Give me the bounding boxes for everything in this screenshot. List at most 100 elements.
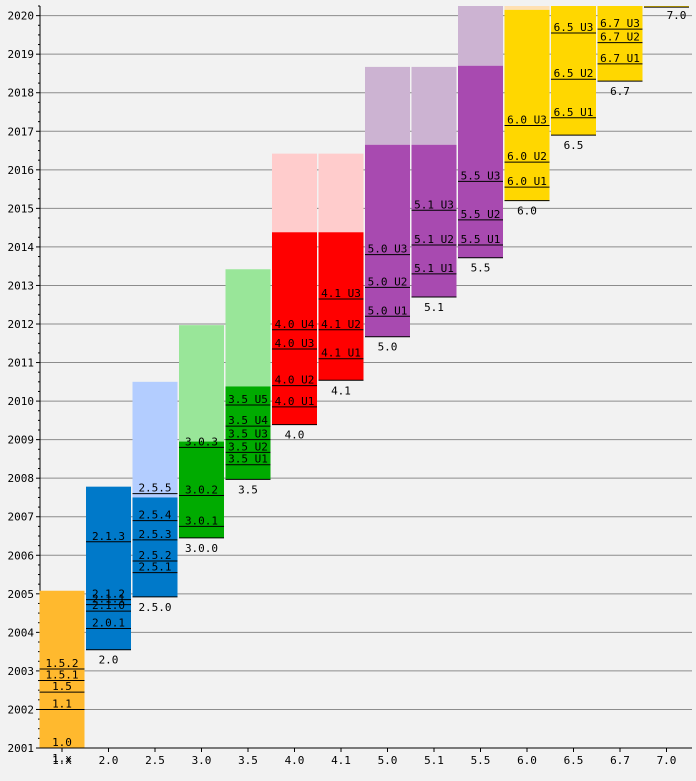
- update-label: 4.0 U1: [275, 395, 315, 408]
- y-tick-label: 2011: [8, 357, 35, 370]
- release-label-11: 6.5: [564, 139, 584, 152]
- update-label: 1.5.1: [45, 669, 78, 682]
- update-label: 2.1.2: [92, 588, 125, 601]
- release-label-5: 4.0: [285, 429, 305, 442]
- release-label-4: 3.5: [238, 483, 258, 496]
- release-bar-4: [225, 386, 271, 480]
- release-label-7: 5.0: [378, 341, 398, 354]
- update-label: 2.1.3: [92, 530, 125, 543]
- release-bar-10: [504, 9, 550, 201]
- y-tick-label: 2012: [8, 318, 35, 331]
- update-label: 4.0 U2: [275, 374, 315, 387]
- x-tick-label: 6.7: [610, 754, 630, 767]
- update-label: 3.5 U3: [228, 428, 268, 441]
- update-label: 5.0 U2: [368, 275, 408, 288]
- y-tick-label: 2003: [8, 665, 35, 678]
- update-label: 1.1: [52, 697, 72, 710]
- release-label-10: 6.0: [517, 205, 537, 218]
- update-label: 2.5.1: [138, 561, 171, 574]
- y-tick-label: 2009: [8, 434, 35, 447]
- y-tick-label: 2002: [8, 703, 35, 716]
- update-label: 5.1 U1: [414, 262, 454, 275]
- update-label: 6.7 U1: [600, 52, 640, 65]
- x-tick-label: 3.0: [192, 754, 212, 767]
- x-tick-label: 4.0: [285, 754, 305, 767]
- release-bar-2: [132, 497, 178, 597]
- y-tick-label: 2017: [8, 125, 35, 138]
- release-bar-6: [318, 232, 364, 381]
- y-tick-label: 2015: [8, 202, 35, 215]
- x-tick-label: 6.0: [517, 754, 537, 767]
- release-bar-13: [644, 6, 689, 8]
- update-label: 5.5 U1: [461, 233, 501, 246]
- support-bar-4: [225, 269, 271, 387]
- update-label: 5.1 U3: [414, 198, 454, 211]
- x-tick-label: 4.1: [331, 754, 351, 767]
- update-label: 6.5 U3: [554, 21, 594, 34]
- update-label: 2.5.3: [138, 528, 171, 541]
- update-label: 6.5 U2: [554, 67, 594, 80]
- update-label: 5.5 U2: [461, 208, 501, 221]
- update-label: 6.0 U2: [507, 150, 547, 163]
- x-tick-label: 5.0: [378, 754, 398, 767]
- update-label: 6.5 U1: [554, 106, 594, 119]
- update-label: 5.0 U1: [368, 304, 408, 317]
- support-bar-3: [179, 325, 224, 442]
- y-tick-label: 2018: [8, 87, 35, 100]
- release-bar-5: [272, 232, 317, 425]
- release-label-2: 2.5.0: [138, 601, 171, 614]
- support-bar-6: [318, 153, 364, 233]
- y-tick-label: 2019: [8, 48, 35, 61]
- y-tick-label: 2010: [8, 395, 35, 408]
- y-tick-label: 2013: [8, 279, 35, 292]
- update-label: 1.5: [52, 680, 72, 693]
- release-bar-8: [411, 144, 457, 298]
- release-label-8: 5.1: [424, 301, 444, 314]
- update-label: 3.0.1: [185, 514, 218, 527]
- x-tick-label: 5.5: [471, 754, 491, 767]
- y-tick-label: 2014: [8, 241, 35, 254]
- update-label: 2.0.1: [92, 617, 125, 630]
- release-label-9: 5.5: [471, 262, 491, 275]
- release-label-1: 2.0: [99, 654, 119, 667]
- update-label: 6.0 U1: [507, 175, 547, 188]
- x-tick-label: 6.5: [564, 754, 584, 767]
- update-label: 4.1 U1: [321, 347, 361, 360]
- release-label-3: 3.0.0: [185, 542, 218, 555]
- update-label: 3.5 U1: [228, 453, 268, 466]
- release-label-6: 4.1: [331, 384, 351, 397]
- update-label: 3.5 U4: [228, 414, 268, 427]
- update-label: 5.1 U2: [414, 233, 454, 246]
- x-tick-label: 1.x: [52, 754, 72, 767]
- release-label-0: 1.x: [52, 752, 72, 765]
- y-tick-label: 2001: [8, 742, 35, 755]
- release-bar-11: [551, 6, 596, 136]
- x-tick-label: 2.5: [145, 754, 165, 767]
- support-bar-8: [411, 66, 457, 145]
- y-tick-label: 2020: [8, 10, 35, 23]
- release-bar-12: [597, 6, 643, 82]
- y-tick-label: 2004: [8, 626, 35, 639]
- release-bar-9: [458, 65, 503, 258]
- support-bar-2: [132, 381, 178, 498]
- update-label: 6.7 U3: [600, 17, 640, 30]
- update-label: 6.0 U3: [507, 113, 547, 126]
- release-bar-7: [365, 144, 410, 337]
- update-label: 2.5.5: [138, 482, 171, 495]
- x-tick-label: 5.1: [424, 754, 444, 767]
- update-label: 6.7 U2: [600, 31, 640, 44]
- update-label: 3.5 U5: [228, 393, 268, 406]
- update-label: 2.1.0: [92, 599, 125, 612]
- y-tick-label: 2016: [8, 164, 35, 177]
- update-label: 4.1 U2: [321, 318, 361, 331]
- x-tick-label: 7.0: [657, 754, 677, 767]
- update-label: 5.0 U3: [368, 243, 408, 256]
- update-label: 4.0 U3: [275, 337, 315, 350]
- update-label: 1.0: [52, 736, 72, 749]
- support-bar-9: [458, 6, 503, 66]
- update-label: 4.0 U4: [275, 318, 315, 331]
- update-label: 3.0.2: [185, 484, 218, 497]
- y-tick-label: 2007: [8, 511, 35, 524]
